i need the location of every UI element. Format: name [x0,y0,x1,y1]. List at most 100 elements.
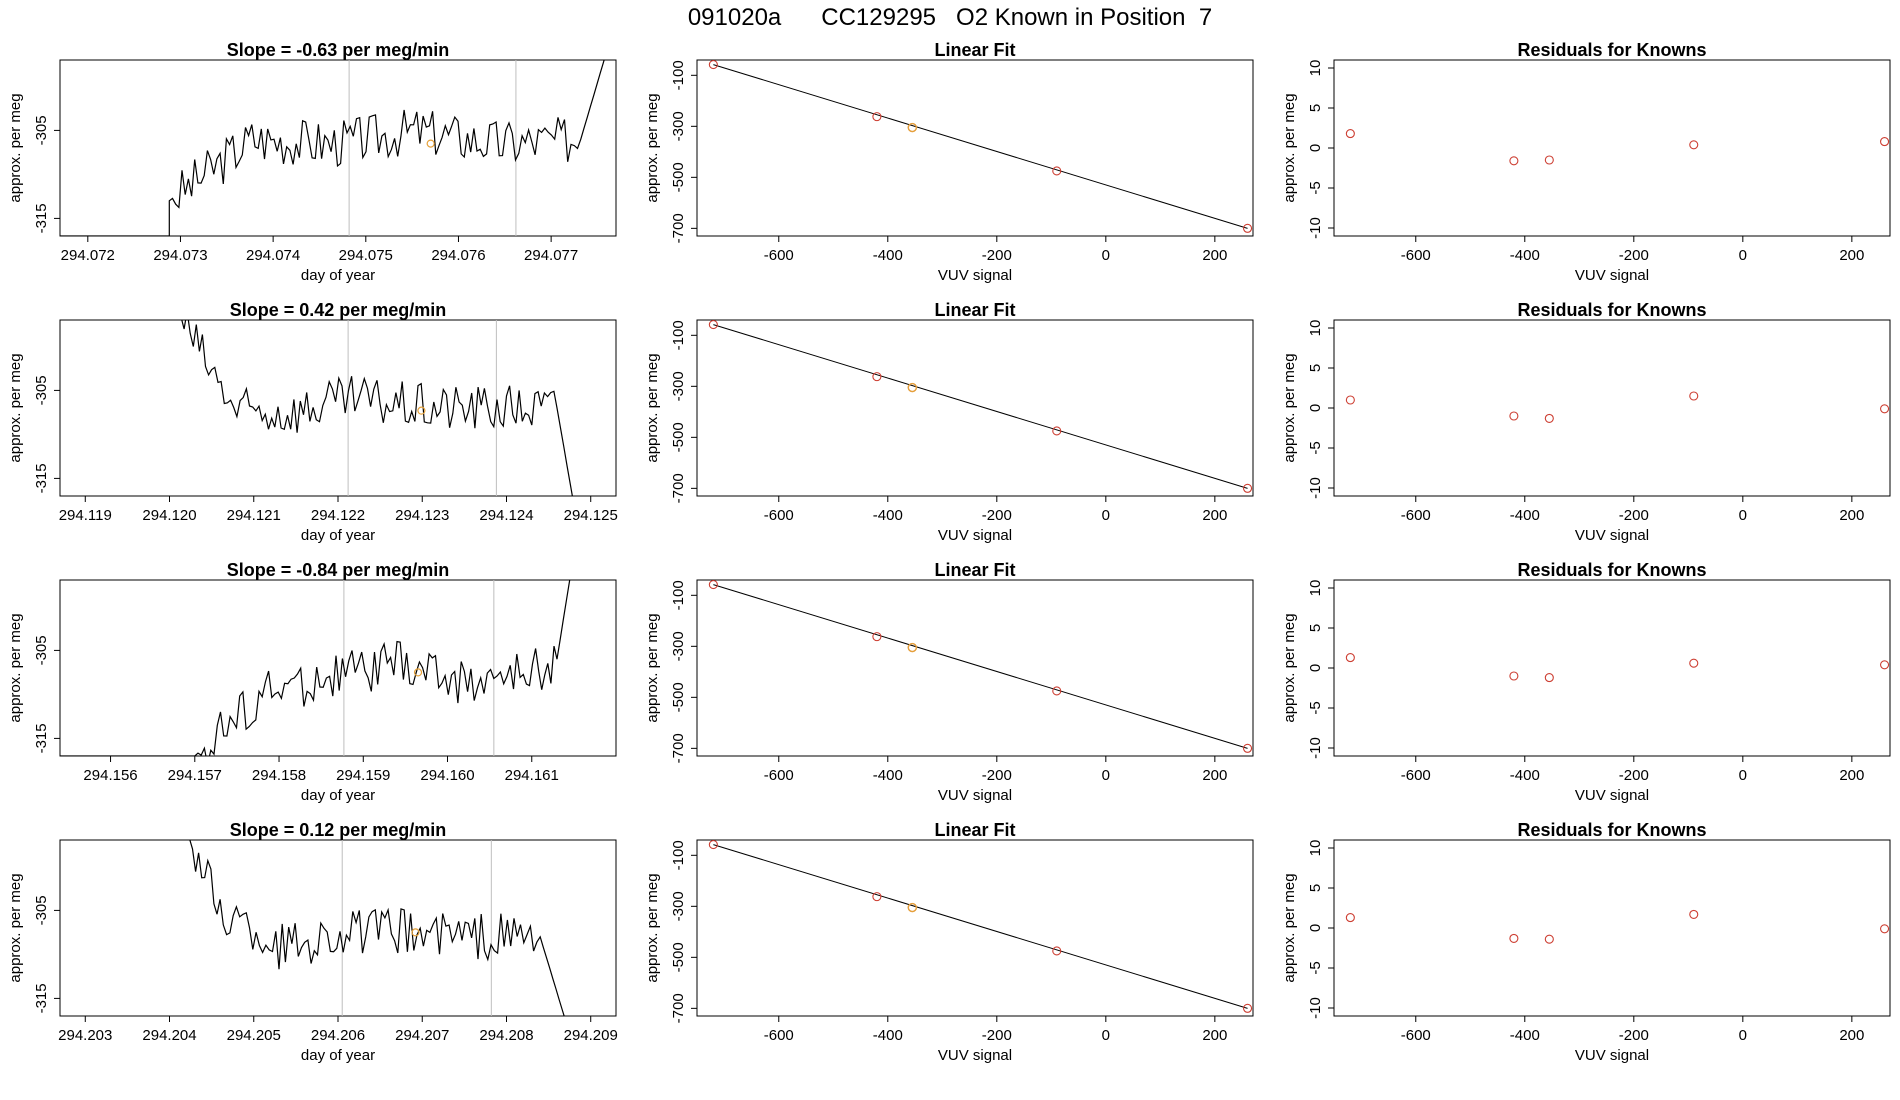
y-axis-label: approx. per meg [644,873,661,982]
fit-panel-4: Linear Fit -600 -400 -200 0 200 VUV signal -100… [644,820,1254,1064]
y-tick-label: -100 [670,320,687,350]
y-tick-label: -700 [670,733,687,763]
x-tick-label: -400 [873,1027,903,1044]
y-axis-label: approx. per meg [644,93,661,202]
x-tick-label: 294.159 [336,767,390,784]
data-point [1544,934,1554,944]
plot-frame [59,319,617,497]
y-tick-label: 0 [1307,144,1324,152]
x-tick-label: 294.157 [168,767,222,784]
x-axis-label: day of year [301,527,375,544]
x-tick-label: 294.156 [83,767,137,784]
x-tick-label: 200 [1202,247,1227,264]
data-point [1879,924,1890,934]
x-tick-label: 294.205 [227,1027,281,1044]
x-tick-label: -200 [1619,247,1649,264]
x-tick-label: 0 [1739,507,1747,524]
y-tick-label: -500 [670,162,687,192]
data-point [1544,155,1554,165]
y-tick-label: -500 [670,682,687,712]
y-tick-label: -100 [670,840,687,870]
data-point [1052,166,1062,176]
y-tick-label: 10 [1307,60,1324,77]
y-tick-label: -305 [33,375,50,405]
y-tick-label: -500 [670,422,687,452]
y-tick-label: -305 [33,115,50,145]
plot-frame [696,579,1254,757]
x-tick-label: 200 [1839,1027,1864,1044]
x-axis-label: VUV signal [1575,527,1649,544]
x-tick-label: 294.207 [395,1027,449,1044]
x-tick-label: 294.122 [311,507,365,524]
plot-frame [59,579,617,757]
y-axis-label: approx. per meg [7,873,24,982]
data-point [1689,140,1699,150]
y-tick-label: -700 [670,213,687,243]
data-point [1879,660,1890,670]
y-tick-label: -300 [670,111,687,141]
x-tick-label: -600 [1401,1027,1431,1044]
y-axis-label: approx. per meg [1281,613,1298,722]
data-point [872,372,882,382]
data-point [708,840,718,850]
x-axis-label: VUV signal [938,267,1012,284]
panel-title: Residuals for Knowns [1517,300,1706,320]
y-tick-label: -305 [33,635,50,665]
resid-panel-2: Residuals for Knowns -600 -400 -200 0 200 VUV … [1281,300,1891,544]
data-point [1345,653,1355,663]
plot-frame [696,319,1254,497]
plot-frame [1333,839,1891,1017]
y-tick-label: -315 [33,463,50,493]
data-point [1689,391,1699,401]
y-tick-label: 5 [1307,624,1324,632]
x-tick-label: 294.077 [524,247,578,264]
y-tick-label: -5 [1307,181,1324,194]
y-axis-label: approx. per meg [7,613,24,722]
data-point [872,112,882,122]
x-tick-label: 200 [1202,767,1227,784]
x-tick-label: 294.123 [395,507,449,524]
y-tick-label: 0 [1307,924,1324,932]
x-tick-label: 200 [1202,507,1227,524]
data-point [1242,223,1253,233]
x-tick-label: 0 [1102,507,1110,524]
data-point [1509,671,1519,681]
panel-title: Slope = 0.42 per meg/min [230,300,447,320]
y-tick-label: -100 [670,60,687,90]
x-tick-label: -400 [873,507,903,524]
fit-line [713,844,1248,1009]
x-tick-label: 0 [1739,767,1747,784]
panel-title: Residuals for Knowns [1517,820,1706,840]
sample-point [907,902,918,913]
y-axis-label: approx. per meg [644,353,661,462]
y-tick-label: -10 [1307,477,1324,499]
plot-frame [1333,59,1891,237]
y-tick-label: 5 [1307,104,1324,112]
x-tick-label: -200 [1619,1027,1649,1044]
panel-title: Slope = 0.12 per meg/min [230,820,447,840]
fit-line [713,584,1248,749]
panel-title: Residuals for Knowns [1517,40,1706,60]
y-tick-label: -315 [33,203,50,233]
x-tick-label: -200 [982,767,1012,784]
y-tick-label: -315 [33,983,50,1013]
x-tick-label: 294.074 [246,247,300,264]
x-tick-label: -400 [873,247,903,264]
x-axis-label: day of year [301,1047,375,1064]
data-point [872,632,882,642]
y-tick-label: -100 [670,580,687,610]
data-point [1345,129,1355,139]
y-axis-label: approx. per meg [1281,353,1298,462]
x-tick-label: -600 [1401,247,1431,264]
x-tick-label: -400 [873,767,903,784]
y-tick-label: 5 [1307,884,1324,892]
data-point [1242,743,1253,753]
trace-panel-1: Slope = -0.63 per meg/min 294.072 294.073 2… [7,40,617,284]
x-axis-label: VUV signal [938,1047,1012,1064]
data-point [1052,686,1062,696]
y-tick-label: -10 [1307,997,1324,1019]
x-tick-label: 294.209 [564,1027,618,1044]
data-point [1879,137,1890,147]
plot-frame [1333,319,1891,497]
y-tick-label: -5 [1307,961,1324,974]
